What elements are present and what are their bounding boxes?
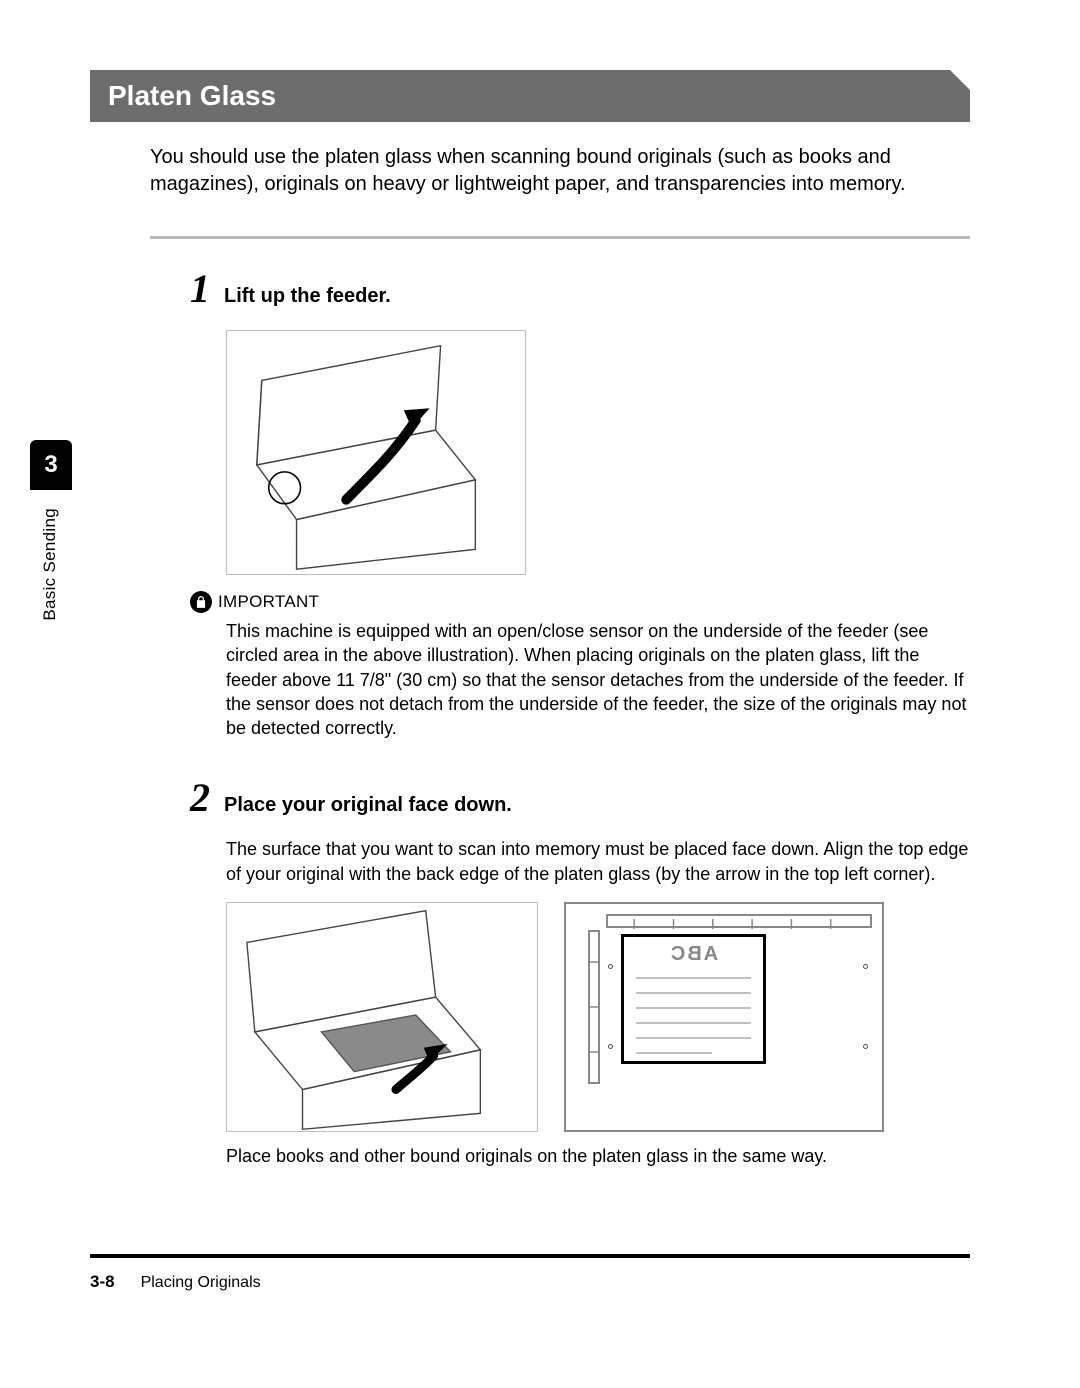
ruler-top bbox=[606, 914, 872, 928]
section-intro-text: You should use the platen glass when sca… bbox=[150, 144, 970, 198]
important-text: This machine is equipped with an open/cl… bbox=[226, 619, 970, 740]
chapter-label: Basic Sending bbox=[40, 508, 60, 621]
chapter-number-badge: 3 bbox=[30, 440, 72, 490]
document-label-mirrored: ABC bbox=[624, 943, 763, 966]
page-footer: 3-8 Placing Originals bbox=[90, 1272, 261, 1292]
dot bbox=[608, 1044, 613, 1049]
footer-page-number: 3-8 bbox=[90, 1272, 115, 1292]
step-2-illustration-right: ABC bbox=[564, 902, 884, 1132]
step-2-caption: Place books and other bound originals on… bbox=[226, 1146, 970, 1167]
dot bbox=[608, 964, 613, 969]
important-callout: IMPORTANT bbox=[190, 591, 970, 613]
doc-text-line bbox=[636, 1037, 751, 1039]
step-2-illustration-row: ABC bbox=[226, 902, 970, 1132]
page-bottom-rule bbox=[90, 1254, 970, 1258]
doc-text-line bbox=[636, 1022, 751, 1024]
section-divider bbox=[150, 236, 970, 239]
dot bbox=[863, 964, 868, 969]
doc-text-line bbox=[636, 1007, 751, 1009]
step-1-heading: 1 Lift up the feeder. bbox=[190, 265, 970, 312]
doc-text-line bbox=[636, 992, 751, 994]
step-2: 2 Place your original face down. The sur… bbox=[190, 774, 970, 1167]
step-2-body-text: The surface that you want to scan into m… bbox=[226, 837, 970, 886]
page-content: Platen Glass You should use the platen g… bbox=[90, 70, 970, 1298]
doc-text-line bbox=[636, 1052, 712, 1054]
section-title: Platen Glass bbox=[108, 80, 276, 111]
step-1-number: 1 bbox=[190, 265, 210, 312]
step-1-illustration bbox=[226, 330, 526, 575]
footer-section-title: Placing Originals bbox=[141, 1274, 261, 1292]
step-2-illustration-left bbox=[226, 902, 538, 1132]
important-label: IMPORTANT bbox=[218, 592, 319, 612]
step-2-title: Place your original face down. bbox=[224, 794, 512, 817]
step-1-title: Lift up the feeder. bbox=[224, 285, 391, 308]
doc-text-line bbox=[636, 977, 751, 979]
document-on-glass: ABC bbox=[621, 934, 766, 1064]
step-2-number: 2 bbox=[190, 774, 210, 821]
step-1-illustration-row bbox=[226, 330, 970, 575]
important-icon bbox=[190, 591, 212, 613]
ruler-left bbox=[588, 930, 600, 1084]
step-1: 1 Lift up the feeder. bbox=[190, 265, 970, 740]
step-2-heading: 2 Place your original face down. bbox=[190, 774, 970, 821]
chapter-side-tab: 3 Basic Sending bbox=[26, 440, 76, 690]
section-header: Platen Glass bbox=[90, 70, 970, 122]
dot bbox=[863, 1044, 868, 1049]
